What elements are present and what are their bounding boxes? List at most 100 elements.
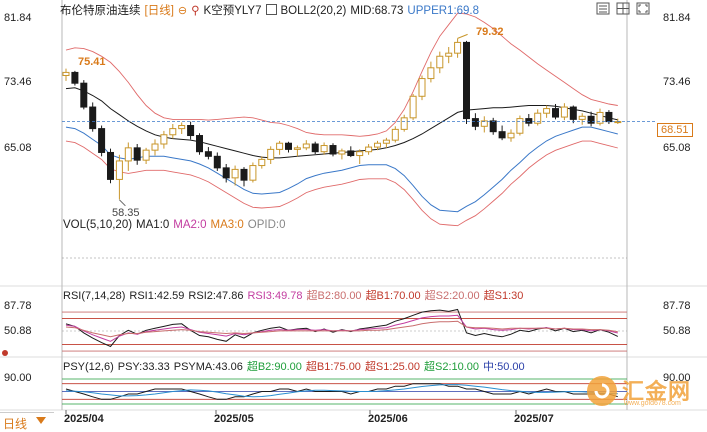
candle-body xyxy=(160,134,168,145)
vol-ma3: MA3:0 xyxy=(210,219,244,231)
candle-body xyxy=(249,165,257,181)
boll-toggle-icon[interactable] xyxy=(265,4,277,15)
chart-header: 布伦特原油连续 [日线] ⊖ ⚲ K空预YLY7 BOLL2(20,2) MID:68.73… xyxy=(60,3,483,18)
psy-label: PSY(12,6) xyxy=(63,361,114,373)
candle-body xyxy=(338,150,346,155)
candle-body xyxy=(258,158,266,167)
candle-body xyxy=(445,52,453,57)
rsi-line-rsi3 xyxy=(65,320,618,338)
candle-body xyxy=(605,111,613,123)
period-tab[interactable]: 日线 xyxy=(0,412,54,431)
time-label: 2025/07 xyxy=(514,413,554,425)
psy-lines xyxy=(65,383,618,400)
candle-body xyxy=(231,168,239,179)
grid-layout-icon[interactable] xyxy=(616,2,630,15)
candle-body xyxy=(115,160,123,180)
candle-body xyxy=(463,41,470,120)
boll-lower-line xyxy=(65,126,618,213)
chart-settings-icon[interactable] xyxy=(596,2,610,15)
candle-body xyxy=(240,168,248,181)
psy-tick-left: 90.00 xyxy=(4,372,32,384)
high-annotation: 79.32 xyxy=(476,26,504,38)
candle-body xyxy=(187,125,195,137)
price-tick-right: 73.46 xyxy=(663,76,691,88)
rsi-reference-lines xyxy=(62,311,627,352)
k-prediction-label[interactable]: K空预YLY7 xyxy=(203,5,262,17)
rsi-tick-right: 50.88 xyxy=(663,325,691,337)
left-high-annotation: 75.41 xyxy=(78,56,106,68)
low-annotation: 58.35 xyxy=(112,207,140,219)
candle-body xyxy=(489,120,497,133)
candle-body xyxy=(302,143,310,149)
candle-body xyxy=(169,128,177,136)
candle-body xyxy=(552,108,559,118)
bollinger-bands xyxy=(65,12,618,227)
candle-body xyxy=(133,147,141,161)
candle-body xyxy=(204,151,212,157)
lock-icon: ⚲ xyxy=(191,5,200,17)
rsi2-value: RSI2:47.86 xyxy=(188,290,244,302)
candle-body xyxy=(285,142,292,150)
psy-tick-right: 90.00 xyxy=(663,372,691,384)
candle-body xyxy=(480,120,488,127)
rsi-oversell-s1: 超S1:30 xyxy=(483,290,524,302)
rsi1-value: RSI1:42.59 xyxy=(129,290,185,302)
candle-body xyxy=(365,146,373,153)
candle-body xyxy=(356,151,364,157)
candle-body xyxy=(560,106,568,118)
rsi-overbuy-b1: 超B1:70.00 xyxy=(365,290,421,302)
period-label[interactable]: [日线] xyxy=(144,5,174,17)
dropdown-triangle-icon xyxy=(36,417,46,424)
candle-body xyxy=(151,143,159,151)
period-tab-label: 日线 xyxy=(3,417,28,431)
candle-body xyxy=(409,95,417,119)
candle-body xyxy=(569,106,577,120)
candle-body xyxy=(471,118,479,127)
candle-body xyxy=(534,112,542,124)
rsi-axis-marker-icon xyxy=(2,350,8,356)
candle-body xyxy=(196,135,203,153)
boll-label: BOLL2(20,2) xyxy=(280,5,347,17)
candle-body xyxy=(507,132,515,139)
candle-body xyxy=(124,147,132,162)
psy-b1: 超B1:75.00 xyxy=(305,361,361,373)
price-tick-right: 65.08 xyxy=(663,142,691,154)
candle-body xyxy=(374,142,381,148)
candle-body xyxy=(62,71,70,76)
candle-body xyxy=(498,131,506,139)
candle-body xyxy=(427,67,435,80)
candlestick-series xyxy=(62,38,622,200)
candle-body xyxy=(71,71,79,84)
candle-body xyxy=(391,128,399,141)
candle-body xyxy=(213,155,221,169)
candle-body xyxy=(89,106,97,130)
psy-panel-header: PSY(12,6) PSY:33.33 PSYMA:43.06 超B2:90.00 超B… xyxy=(63,360,529,374)
vol-ma2: MA2:0 xyxy=(173,219,207,231)
watermark-logo: 汇金网 www.gold678.com xyxy=(586,372,704,410)
minus-circle-icon[interactable]: ⊖ xyxy=(177,5,188,17)
boll-outer-lower-line xyxy=(65,140,618,227)
price-tick-left: 65.08 xyxy=(4,142,32,154)
watermark-url: www.gold678.com xyxy=(624,400,681,407)
fullscreen-icon[interactable] xyxy=(636,2,650,15)
price-tick-left: 73.46 xyxy=(4,76,32,88)
candle-body xyxy=(400,117,408,130)
psy-line-psy xyxy=(65,383,618,400)
candle-body xyxy=(222,167,230,179)
candle-body xyxy=(418,78,426,97)
vol-panel-header: VOL(5,10,20) MA1:0 MA2:0 MA3:0 OPID:0 xyxy=(63,218,290,232)
rsi-panel-header: RSI(7,14,28) RSI1:42.59 RSI2:47.86 RSI3:49.… xyxy=(63,289,527,303)
rsi-tick-right: 87.78 xyxy=(663,300,691,312)
vol-ma1: MA1:0 xyxy=(136,219,170,231)
rsi-lines xyxy=(65,308,619,348)
rsi-label: RSI(7,14,28) xyxy=(63,290,126,302)
candle-body xyxy=(320,145,328,153)
psy-mid: 中:50.00 xyxy=(483,361,525,373)
candle-body xyxy=(543,108,551,114)
boll-upper-value: UPPER1:69.8 xyxy=(407,5,480,17)
candle-body xyxy=(98,128,106,153)
candle-body xyxy=(293,147,301,150)
time-label: 2025/06 xyxy=(368,413,408,425)
psy-b2: 超B2:90.00 xyxy=(246,361,302,373)
